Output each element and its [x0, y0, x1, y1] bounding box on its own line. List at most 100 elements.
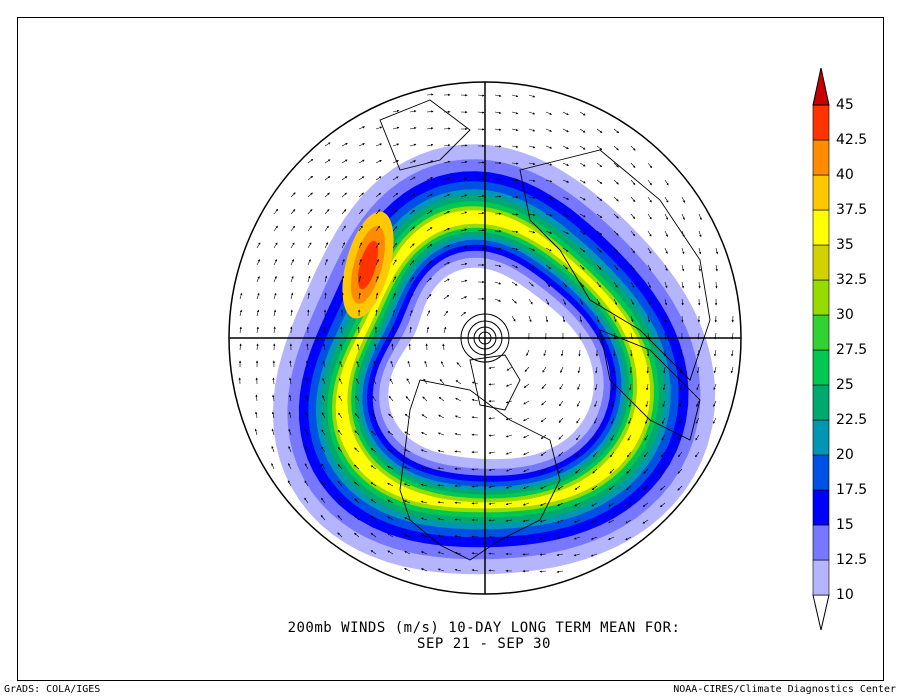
wind-arrow: [477, 229, 485, 232]
wind-arrow: [387, 448, 394, 453]
wind-arrow: [387, 431, 394, 436]
wind-arrow: [420, 568, 428, 572]
wind-arrow: [337, 515, 343, 521]
wind-arrow: [290, 242, 295, 249]
wind-arrow: [375, 292, 379, 300]
wind-arrow: [511, 94, 519, 98]
wind-arrow: [543, 349, 547, 357]
wind-arrow: [494, 298, 502, 302]
wind-arrow: [611, 417, 615, 425]
wind-arrow: [573, 519, 581, 523]
wind-arrow: [528, 298, 533, 305]
wind-arrow: [437, 501, 445, 504]
wind-arrow: [374, 343, 377, 351]
wind-arrow: [375, 209, 381, 215]
wind-arrow: [290, 275, 294, 283]
colorbar-swatch: [812, 349, 830, 386]
wind-arrow: [628, 417, 632, 425]
wind-arrow: [610, 434, 615, 441]
wind-arrow: [289, 377, 292, 385]
wind-arrow: [574, 502, 581, 507]
wind-arrow: [557, 485, 564, 490]
wind-arrow: [426, 127, 434, 130]
wind-arrow: [370, 499, 377, 504]
wind-arrow: [630, 298, 634, 306]
wind-arrow: [528, 111, 536, 115]
wind-arrow: [307, 292, 310, 300]
wind-arrow: [404, 550, 411, 555]
wind-arrow: [354, 430, 360, 436]
wind-arrow: [460, 262, 468, 266]
wind-arrow: [355, 378, 360, 385]
wind-arrow: [494, 195, 502, 198]
colorbar-label: 42.5: [836, 132, 868, 148]
wind-arrow: [545, 213, 553, 217]
wind-arrow: [437, 432, 445, 436]
wind-arrow: [596, 162, 603, 168]
wind-arrow: [409, 193, 416, 198]
wind-arrow: [271, 428, 275, 436]
wind-arrow: [460, 160, 468, 164]
wind-arrow: [341, 292, 344, 300]
wind-arrow: [511, 213, 519, 216]
wind-arrow: [443, 160, 451, 164]
wind-arrow: [522, 519, 530, 523]
wind-arrow: [392, 226, 398, 232]
wind-arrow: [562, 315, 566, 323]
wind-arrow: [404, 449, 411, 453]
wind-arrow: [358, 143, 365, 147]
wind-arrow: [577, 366, 581, 374]
wind-arrow: [358, 225, 363, 232]
wind-arrow: [524, 366, 530, 372]
wind-arrow: [545, 196, 553, 200]
wind-arrow: [610, 451, 615, 458]
wind-arrow: [322, 360, 326, 368]
wind-arrow: [528, 162, 536, 166]
wind-arrow: [477, 212, 485, 215]
wind-arrow: [545, 162, 553, 166]
wind-arrow: [698, 281, 701, 289]
wind-arrow: [590, 536, 598, 540]
wind-arrow: [494, 281, 502, 285]
wind-arrow: [256, 326, 259, 334]
wind-arrow: [574, 485, 581, 490]
coastline: [599, 329, 701, 441]
wind-arrow: [488, 434, 496, 437]
wind-arrow: [660, 468, 666, 474]
wind-arrow: [522, 536, 530, 539]
wind-arrow: [375, 309, 378, 317]
jet-stream-bands: [272, 144, 716, 575]
wind-arrow: [698, 230, 702, 238]
wind-arrow: [391, 343, 394, 351]
wind-arrow: [681, 196, 685, 203]
wind-arrow: [354, 464, 360, 470]
wind-arrow: [256, 343, 259, 351]
wind-arrow: [630, 213, 636, 220]
wind-arrow: [239, 292, 243, 300]
wind-arrow: [698, 213, 702, 221]
wind-arrow: [387, 516, 394, 521]
wind-arrow: [471, 398, 479, 402]
wind-arrow: [560, 349, 564, 357]
colorbar-label: 32.5: [836, 272, 868, 288]
wind-arrow: [358, 126, 366, 130]
wind-arrow: [426, 177, 433, 181]
wind-arrow: [594, 417, 598, 424]
wind-arrow: [488, 569, 496, 572]
wind-arrow: [256, 242, 261, 249]
wind-arrow: [437, 534, 445, 538]
wind-arrow: [715, 281, 718, 289]
colorbar-swatch: [812, 279, 830, 316]
wind-arrow: [426, 244, 433, 249]
wind-arrow: [437, 484, 445, 487]
wind-arrow: [392, 292, 396, 300]
wind-arrow: [608, 519, 615, 524]
plot-frame: [17, 17, 884, 681]
wind-arrow: [256, 309, 260, 317]
colorbar-swatch: [812, 419, 830, 456]
wind-arrow: [273, 326, 276, 334]
wind-arrow: [613, 179, 619, 185]
wind-arrow: [409, 326, 412, 334]
wind-arrow: [307, 158, 314, 164]
wind-arrow: [375, 225, 380, 232]
